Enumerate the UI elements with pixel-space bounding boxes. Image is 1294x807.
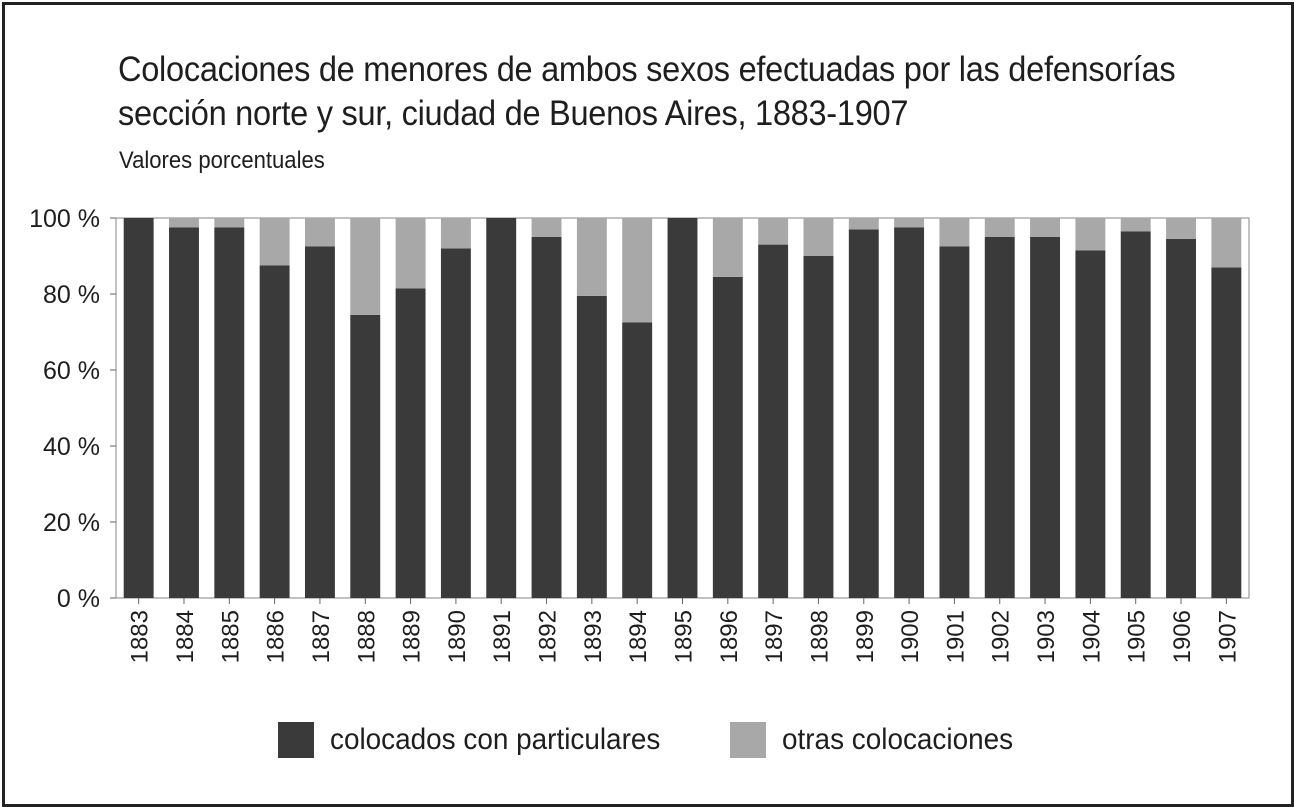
x-tick-label: 1901 <box>942 610 969 663</box>
bar-particulares-1887 <box>304 246 335 598</box>
chart-title-line-1: Colocaciones de menores de ambos sexos e… <box>118 50 1176 89</box>
y-tick-label: 80 % <box>43 281 100 309</box>
legend-label-otras: otras colocaciones <box>782 723 1014 756</box>
bar-particulares-1903 <box>1030 237 1061 598</box>
bar-otras-1905 <box>1120 218 1151 232</box>
bar-particulares-1890 <box>440 248 471 598</box>
x-tick-label: 1906 <box>1169 610 1196 663</box>
y-tick-label: 40 % <box>43 433 100 461</box>
bar-otras-1889 <box>395 218 426 289</box>
chart-title: Colocaciones de menores de ambos sexos e… <box>118 48 1188 136</box>
bar-particulares-1901 <box>939 246 970 598</box>
bar-particulares-1884 <box>169 227 199 598</box>
bar-particulares-1906 <box>1166 238 1196 598</box>
bar-particulares-1904 <box>1075 250 1106 599</box>
bar-particulares-1885 <box>214 227 245 598</box>
bar-otras-1890 <box>440 218 471 249</box>
bar-particulares-1892 <box>531 237 562 598</box>
x-tick-label: 1903 <box>1033 610 1060 663</box>
x-tick-label: 1889 <box>399 610 426 663</box>
bar-particulares-1899 <box>848 229 879 598</box>
x-tick-label: 1885 <box>217 610 244 663</box>
bar-particulares-1888 <box>350 314 381 598</box>
bar-particulares-1886 <box>259 265 290 598</box>
legend-item-otras: otras colocaciones <box>730 722 1030 758</box>
x-tick-label: 1902 <box>988 610 1015 663</box>
bar-particulares-1883 <box>123 218 154 598</box>
bar-particulares-1891 <box>486 218 517 598</box>
bar-particulares-1898 <box>803 256 834 598</box>
x-tick-label: 1905 <box>1124 610 1151 663</box>
bar-otras-1894 <box>622 218 653 323</box>
x-tick-label: 1892 <box>535 610 562 663</box>
x-tick-label: 1886 <box>263 610 290 663</box>
bar-particulares-1897 <box>758 244 789 598</box>
bar-particulares-1889 <box>395 288 426 598</box>
bar-otras-1897 <box>758 218 789 245</box>
x-tick-label: 1904 <box>1078 610 1105 663</box>
x-tick-label: 1897 <box>761 610 788 663</box>
bar-otras-1900 <box>894 218 925 228</box>
y-tick-label: 0 % <box>57 585 100 613</box>
bar-otras-1907 <box>1211 218 1242 268</box>
bar-particulares-1895 <box>667 218 698 598</box>
y-tick-label: 60 % <box>43 357 100 385</box>
bar-otras-1899 <box>848 218 879 230</box>
bar-particulares-1902 <box>984 237 1015 598</box>
bar-otras-1887 <box>304 218 335 247</box>
x-tick-label: 1883 <box>127 610 154 663</box>
x-tick-label: 1899 <box>852 610 879 663</box>
bar-otras-1901 <box>939 218 970 247</box>
chart-title-line-2: sección norte y sur, ciudad de Buenos Ai… <box>118 94 909 133</box>
x-tick-label: 1894 <box>625 610 652 663</box>
bar-particulares-1900 <box>894 227 925 598</box>
y-tick-label: 100 % <box>29 205 100 233</box>
x-tick-label: 1890 <box>444 610 471 663</box>
bar-otras-1892 <box>531 218 562 237</box>
bar-otras-1906 <box>1166 218 1196 239</box>
bar-otras-1904 <box>1075 218 1106 251</box>
x-tick-label: 1884 <box>172 610 199 663</box>
bar-particulares-1907 <box>1211 267 1242 598</box>
legend-label-particulares: colocados con particulares <box>330 723 661 756</box>
x-tick-label: 1898 <box>806 610 833 663</box>
bar-particulares-1896 <box>712 276 743 598</box>
bar-particulares-1894 <box>622 322 653 598</box>
x-tick-label: 1893 <box>580 610 607 663</box>
bar-otras-1886 <box>259 218 290 266</box>
legend: colocados con particulares otras colocac… <box>0 722 1294 766</box>
bar-otras-1888 <box>350 218 381 315</box>
bar-otras-1898 <box>803 218 834 256</box>
x-tick-label: 1888 <box>353 610 380 663</box>
bar-otras-1885 <box>214 218 245 228</box>
bar-particulares-1893 <box>576 295 607 598</box>
bar-otras-1893 <box>576 218 607 296</box>
bar-otras-1903 <box>1030 218 1061 237</box>
chart-subtitle: Valores porcentuales <box>119 147 325 174</box>
y-tick-label: 20 % <box>43 509 100 537</box>
bar-otras-1884 <box>169 218 199 228</box>
x-tick-label: 1887 <box>308 610 335 663</box>
bar-otras-1896 <box>712 218 743 277</box>
x-tick-label: 1907 <box>1214 610 1241 663</box>
x-tick-label: 1895 <box>671 610 698 663</box>
legend-swatch-particulares <box>278 722 314 758</box>
bar-otras-1902 <box>984 218 1015 237</box>
bar-particulares-1905 <box>1120 231 1151 599</box>
legend-item-particulares: colocados con particulares <box>278 722 685 758</box>
x-tick-label: 1891 <box>489 610 516 663</box>
x-tick-label: 1896 <box>716 610 743 663</box>
x-tick-label: 1900 <box>897 610 924 663</box>
legend-swatch-otras <box>730 722 766 758</box>
